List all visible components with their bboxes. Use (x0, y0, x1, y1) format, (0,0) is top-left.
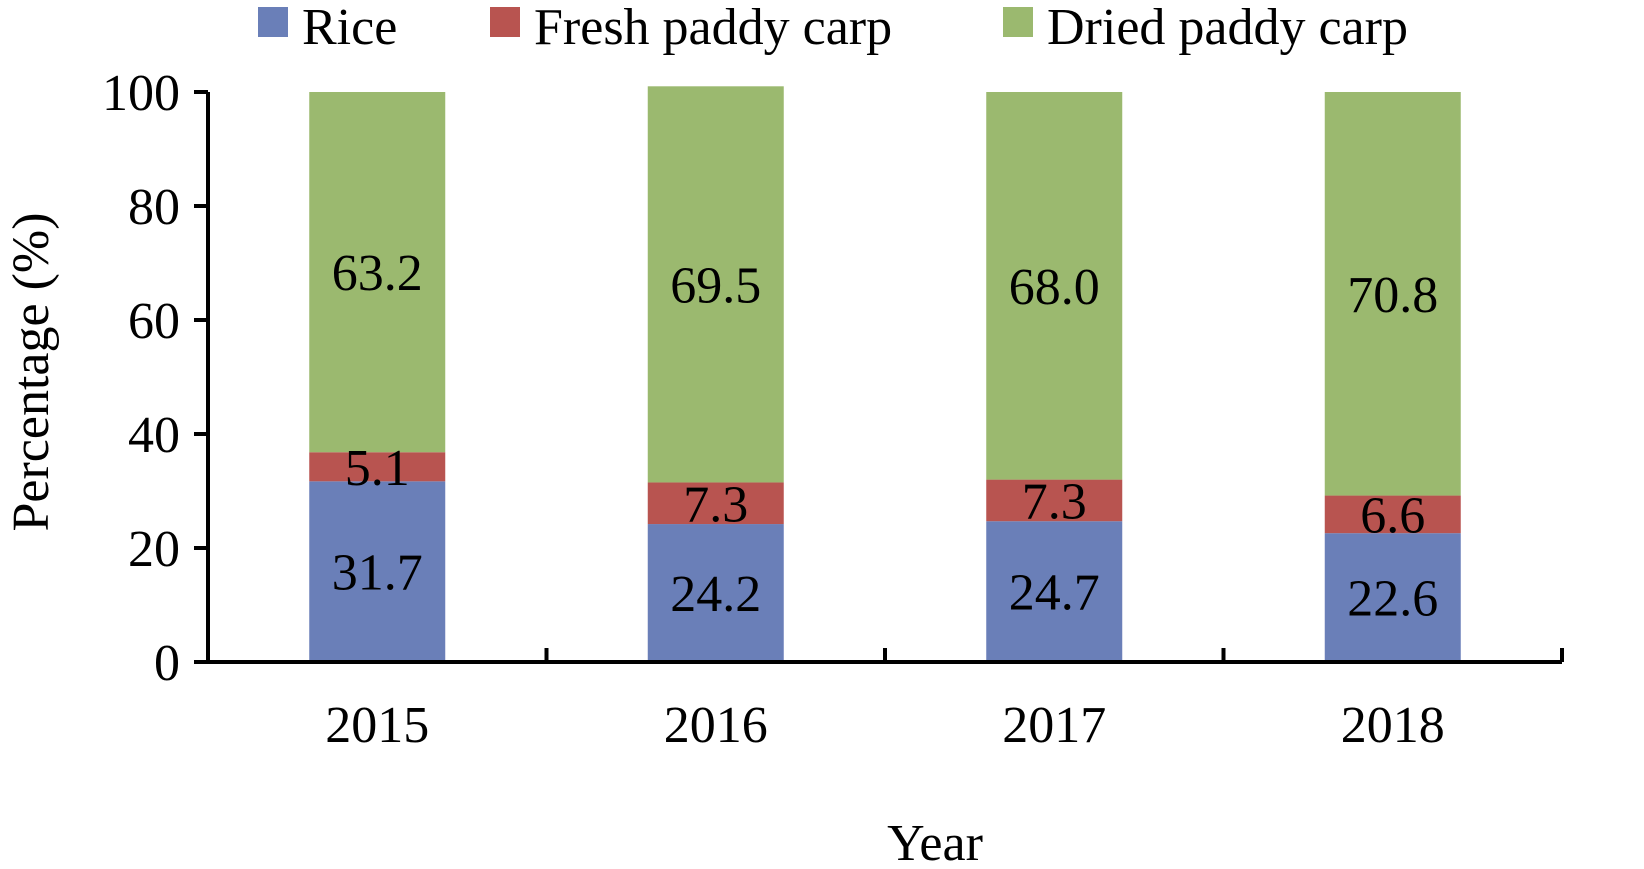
legend-swatch-rice (258, 7, 288, 37)
data-label-fresh-paddy-carp-2016: 7.3 (683, 476, 748, 533)
x-tick-label-2018: 2018 (1341, 697, 1445, 754)
x-tick-label-2017: 2017 (1002, 697, 1106, 754)
legend: Rice Fresh paddy carp Dried paddy carp (258, 0, 1408, 56)
bar-fresh-paddy-carp-2015 (309, 452, 446, 482)
bar-fresh-paddy-carp-2018 (1324, 495, 1461, 534)
data-label-dried-paddy-carp-2017: 68.0 (1009, 259, 1100, 316)
legend-label-fresh-paddy-carp: Fresh paddy carp (534, 0, 892, 56)
axes (194, 90, 1564, 664)
legend-swatch-dried-paddy-carp (1003, 7, 1033, 37)
data-label-rice-2015: 31.7 (332, 545, 423, 602)
y-tick-label-80: 80 (128, 179, 180, 236)
x-tick-label-2016: 2016 (664, 697, 768, 754)
data-label-fresh-paddy-carp-2015: 5.1 (345, 440, 410, 497)
bar-dried-paddy-carp-2018 (1324, 92, 1461, 496)
bar-dried-paddy-carp-2017 (986, 92, 1123, 480)
data-label-fresh-paddy-carp-2017: 7.3 (1022, 473, 1087, 530)
legend-label-rice: Rice (302, 0, 397, 56)
x-tick-label-2015: 2015 (325, 697, 429, 754)
bar-rice-2017 (986, 521, 1123, 662)
data-label-rice-2018: 22.6 (1347, 571, 1438, 628)
y-tick-label-100: 100 (102, 65, 180, 122)
bar-rice-2018 (1324, 533, 1461, 662)
data-label-fresh-paddy-carp-2018: 6.6 (1360, 487, 1425, 544)
bar-rice-2015 (309, 481, 446, 662)
bar-dried-paddy-carp-2016 (647, 86, 784, 483)
y-axis-title: Percentage (%) (3, 212, 60, 531)
data-label-rice-2016: 24.2 (670, 566, 761, 623)
y-tick-label-0: 0 (154, 635, 180, 692)
y-tick-label-60: 60 (128, 293, 180, 350)
data-labels: 31.7 5.1 63.2 24.2 7.3 69.5 24.7 7.3 68.0 22.6 6.6… (332, 245, 1439, 627)
data-label-dried-paddy-carp-2016: 69.5 (670, 257, 761, 314)
bar-dried-paddy-carp-2015 (309, 92, 446, 453)
data-label-dried-paddy-carp-2018: 70.8 (1347, 267, 1438, 324)
data-label-dried-paddy-carp-2015: 63.2 (332, 245, 423, 302)
bar-rice-2016 (647, 524, 784, 662)
tick-labels: 0 20 40 60 80 100 2015 2016 2017 2018 (102, 65, 1445, 754)
bars (309, 86, 1461, 662)
legend-label-dried-paddy-carp: Dried paddy carp (1047, 0, 1408, 56)
data-label-rice-2017: 24.7 (1009, 565, 1100, 622)
bar-fresh-paddy-carp-2016 (647, 482, 784, 525)
bar-fresh-paddy-carp-2017 (986, 479, 1123, 522)
legend-swatch-fresh-paddy-carp (490, 7, 520, 37)
x-axis-title: Year (887, 815, 983, 869)
y-tick-label-20: 20 (128, 521, 180, 578)
y-tick-label-40: 40 (128, 407, 180, 464)
